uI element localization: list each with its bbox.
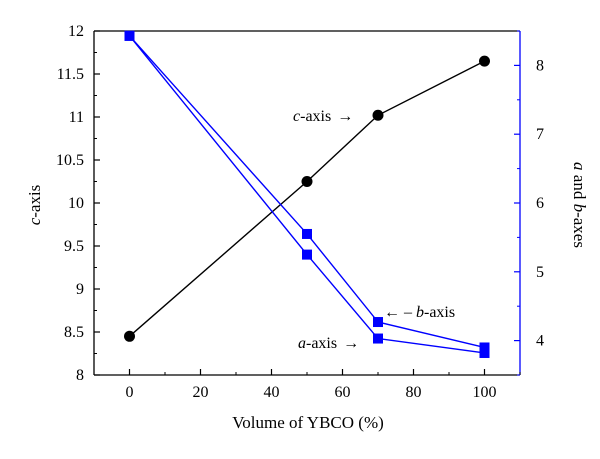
y-right-tick-label: 7 [536,126,544,143]
y-left-tick-label: 8 [76,367,84,384]
series-c-point [372,109,384,121]
y-axis-left-title-c: c [25,217,44,225]
series-layer [124,30,490,358]
y-left-tick-label: 11 [69,109,84,126]
y-left-tick-label: 11.5 [57,66,84,83]
annotation-a-axis-rest: -axis [306,335,337,352]
y-axis-right-title-and: and [570,171,589,204]
labels-layer: Volume of YBCO (%) c-axis a and b-axes c… [25,108,589,432]
annotation-b-axis-rest: -axis [424,304,455,321]
annotation-c-axis-italic: c [293,108,300,125]
y-right-tick-label: 8 [536,57,544,74]
annotation-b-axis-dash: – [400,304,416,321]
axes: 0 20 40 60 80 100 8 8.5 9 9.5 10 10.5 11 11.5 12 4 5 6 7 8 [56,23,544,401]
annotation-c-axis: c-axis → [293,108,353,125]
series-a-point [479,347,490,358]
y-left-tick-label: 9 [76,281,84,298]
series-a-point [302,249,312,260]
series-b-point [373,317,383,328]
y-axis-right-title: a and b-axes [570,162,589,248]
series-c [124,55,490,342]
x-tick-label: 20 [193,384,209,401]
annotation-a-axis: a-axis → [298,335,359,352]
series-c-point [301,176,313,187]
y-right-tick-label: 5 [536,264,544,281]
y-left-tick-label: 10 [68,195,84,212]
annotation-a-axis-italic: a [298,335,306,352]
annotation-a-axis-arrow: → [343,335,359,352]
annotation-c-axis-rest: -axis [300,108,331,125]
annotation-b-axis-arrow: ← [384,304,400,321]
series-b [124,30,490,353]
series-a-point [373,333,383,344]
y-left-tick-label: 12 [68,23,84,40]
y-axis-right-title-b: b [570,204,589,213]
series-b-point [124,30,135,41]
annotation-b-axis: ← – b-axis [384,304,455,321]
x-tick-label: 60 [335,384,351,401]
y-axis-right-title-a: a [570,162,589,171]
x-tick-label: 40 [264,384,280,401]
y-left-tick-label: 8.5 [64,324,84,341]
annotation-b-axis-italic: b [416,304,424,321]
x-tick-label: 100 [473,384,497,401]
x-axis-title: Volume of YBCO (%) [232,413,384,432]
series-c-point [479,55,490,67]
series-a-line [128,35,485,354]
y-right-tick-label: 6 [536,195,544,212]
y-right-tick-label: 4 [536,333,544,350]
series-b-point [302,228,312,239]
x-tick-label: 80 [406,384,422,401]
series-c-point [124,330,135,342]
y-axis-left-title: c-axis [25,185,44,226]
annotation-c-axis-arrow: → [337,108,353,125]
y-left-tick-label: 9.5 [64,238,84,255]
y-axis-right-title-rest: -axes [570,212,589,248]
y-left-tick-label: 10.5 [56,152,84,169]
x-tick-label: 0 [126,384,134,401]
series-b-point [479,342,490,353]
series-c-line [129,60,485,337]
y-axis-left-title-rest: -axis [25,185,44,218]
series-b-line [128,35,485,349]
